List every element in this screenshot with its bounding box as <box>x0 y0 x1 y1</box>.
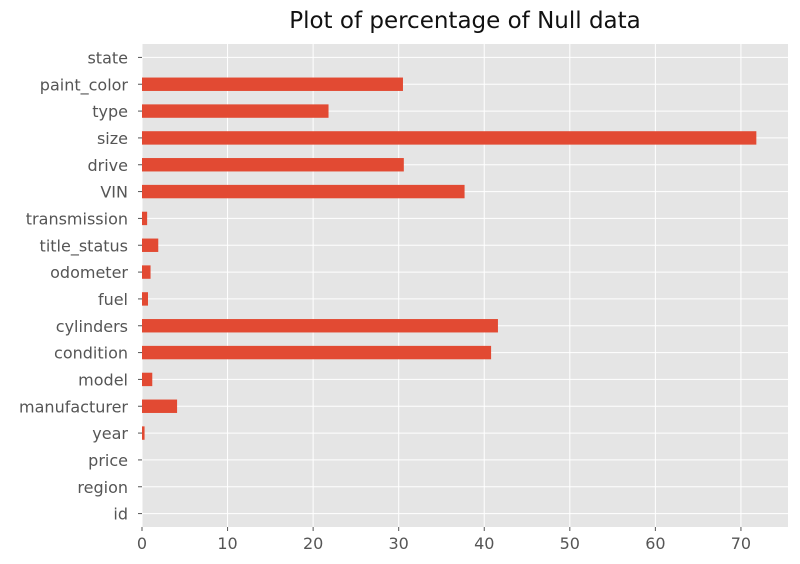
bar-transmission <box>142 211 148 226</box>
bar-size <box>142 131 757 145</box>
bar-paint_color <box>142 77 403 91</box>
y-tick-label: id <box>113 505 128 524</box>
chart-title: Plot of percentage of Null data <box>289 8 641 34</box>
x-tick-label: 50 <box>560 534 580 553</box>
x-tick-label: 20 <box>303 534 323 553</box>
bar-fuel <box>142 292 148 306</box>
bar-title_status <box>142 238 159 252</box>
y-tick-label: manufacturer <box>19 397 128 416</box>
y-tick-label: drive <box>88 156 129 175</box>
y-tick-label: odometer <box>50 263 128 282</box>
bar-drive <box>142 158 404 172</box>
y-tick-label: title_status <box>40 236 128 256</box>
bar-condition <box>142 345 492 360</box>
y-tick-label: price <box>88 451 128 470</box>
y-tick-label: condition <box>54 344 128 363</box>
x-tick-label: 70 <box>731 534 751 553</box>
bar-manufacturer <box>142 399 178 413</box>
plot-area <box>142 44 788 527</box>
y-tick-label: region <box>77 478 128 497</box>
y-tick-label: size <box>97 129 128 148</box>
bar-year <box>142 426 145 440</box>
bar-VIN <box>142 184 465 199</box>
x-tick-label: 30 <box>389 534 409 553</box>
y-tick-label: VIN <box>100 183 128 202</box>
y-tick-label: fuel <box>98 290 128 309</box>
y-tick-label: cylinders <box>56 317 128 336</box>
bar-type <box>142 104 329 118</box>
bar-cylinders <box>142 319 498 333</box>
bar-odometer <box>142 265 151 279</box>
y-tick-label: transmission <box>26 209 128 228</box>
x-tick-label: 40 <box>474 534 494 553</box>
x-tick-label: 60 <box>645 534 665 553</box>
bar-model <box>142 372 153 387</box>
y-tick-label: paint_color <box>40 75 129 95</box>
x-tick-label: 0 <box>137 534 147 553</box>
y-tick-label: type <box>92 102 128 121</box>
y-tick-label: state <box>87 48 128 67</box>
y-tick-label: model <box>78 370 128 389</box>
x-tick-label: 10 <box>217 534 237 553</box>
y-tick-label: year <box>92 424 128 443</box>
